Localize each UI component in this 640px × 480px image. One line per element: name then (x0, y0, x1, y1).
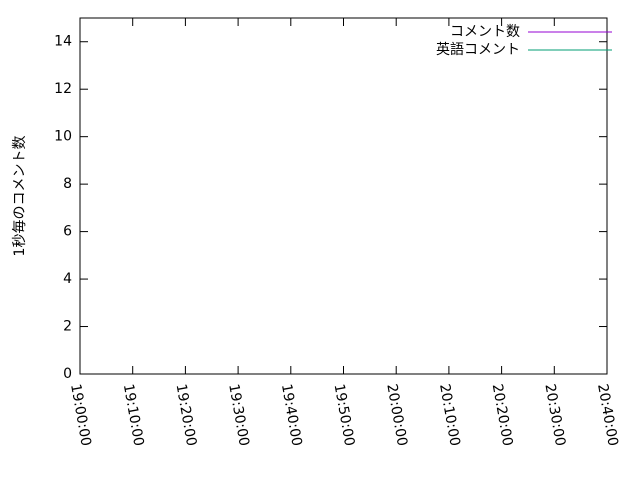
y-tick-label: 14 (54, 34, 72, 50)
legend-label: コメント数 (450, 24, 520, 40)
y-axis-label: 1秒毎のコメント数 (12, 136, 28, 257)
plot-border (79, 17, 608, 375)
y-tick-label: 6 (63, 224, 72, 240)
y-tick-label: 2 (63, 319, 72, 335)
y-tick-label: 8 (63, 176, 72, 192)
y-tick-label: 4 (63, 271, 72, 287)
y-tick-label: 10 (54, 129, 72, 145)
y-tick-label: 0 (63, 366, 72, 382)
legend-label: 英語コメント (436, 41, 520, 58)
y-tick-label: 12 (54, 81, 72, 97)
